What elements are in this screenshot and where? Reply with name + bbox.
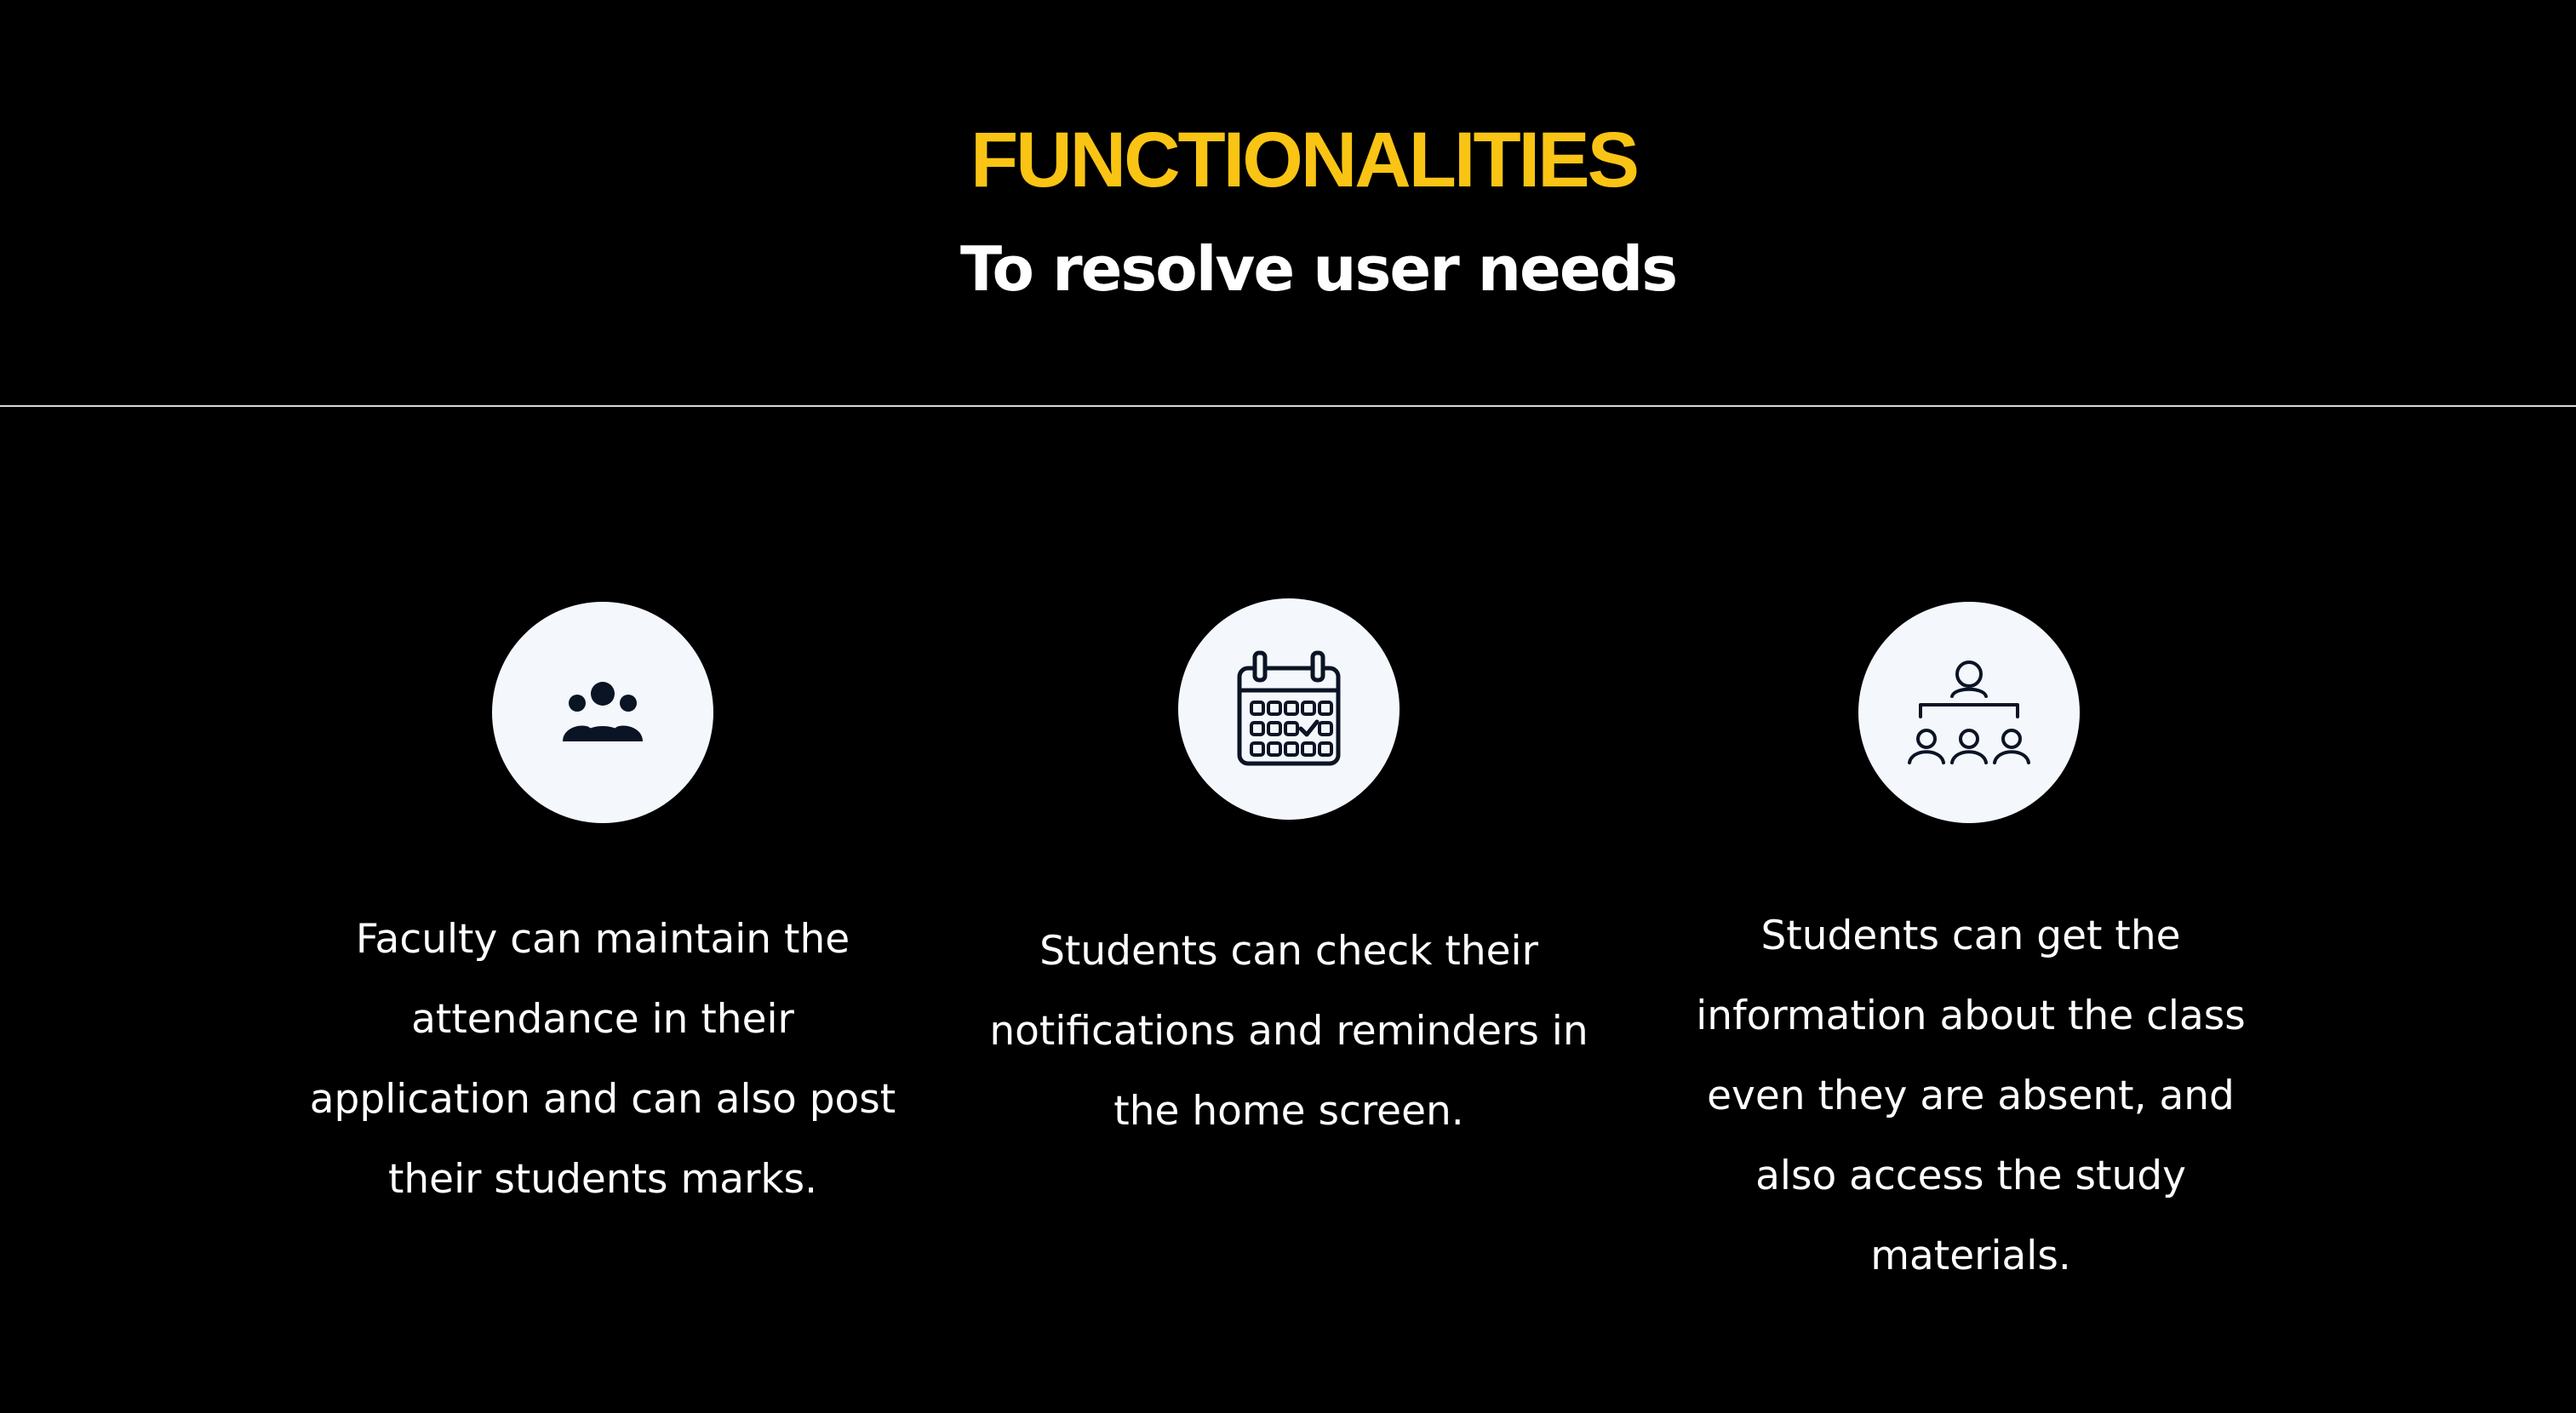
notifications-feature-icon-circle <box>1178 598 1400 820</box>
class-info-feature-icon-circle <box>1858 602 2080 823</box>
notifications-description: Students can check their notifications a… <box>989 928 1589 1135</box>
faculty-feature-icon-circle <box>492 602 713 823</box>
section-divider <box>0 405 2576 407</box>
faculty-attendance-description: Faculty can maintain the attendance in t… <box>309 916 896 1203</box>
section-subtitle: To resolve user needs <box>960 233 1678 305</box>
classroom-icon <box>1908 661 2030 764</box>
section-header: FUNCTIONALITIES To resolve user needs <box>0 0 2576 407</box>
calendar-icon <box>1237 650 1341 766</box>
class-info-description: Students can get the information about t… <box>1696 912 2246 1279</box>
group-icon <box>563 682 643 741</box>
section-title: FUNCTIONALITIES <box>970 117 1640 203</box>
